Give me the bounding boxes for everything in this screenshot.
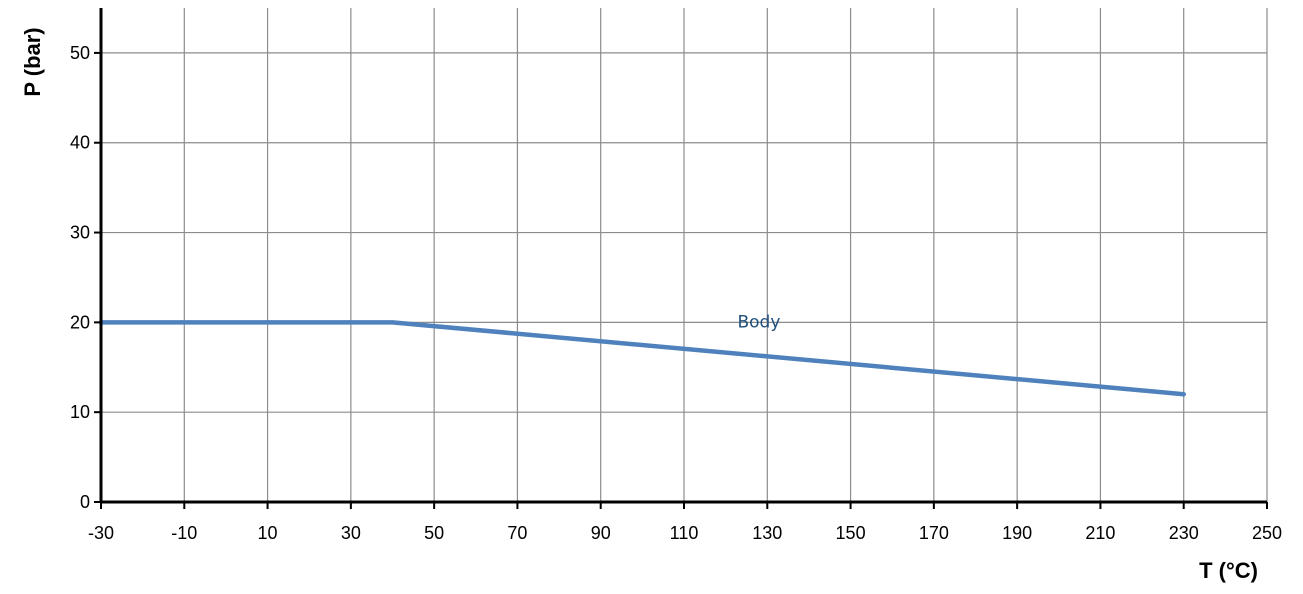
- y-tick-label: 30: [70, 223, 90, 243]
- x-tick-label: -30: [88, 523, 114, 543]
- series-point: [390, 320, 395, 325]
- x-tick-label: 190: [1002, 523, 1032, 543]
- x-axis-title: T (°C): [1199, 558, 1258, 583]
- y-tick-label: 10: [70, 402, 90, 422]
- x-tick-label: 230: [1169, 523, 1199, 543]
- x-tick-label: 110: [670, 523, 699, 543]
- series-line-body: [98, 320, 1186, 397]
- y-tick-label: 40: [70, 133, 90, 153]
- y-tick-label: 20: [70, 312, 90, 332]
- series-label-body: Body: [737, 312, 780, 332]
- x-tick-label: 50: [424, 523, 444, 543]
- x-tick-label: 170: [919, 523, 949, 543]
- x-tick-label: -10: [171, 523, 197, 543]
- y-tick-label: 0: [80, 492, 90, 512]
- x-tick-label: 150: [836, 523, 866, 543]
- x-tick-label: 130: [752, 523, 782, 543]
- series-layer: [98, 320, 1186, 397]
- series-point: [1181, 392, 1186, 397]
- y-axis-title: P (bar): [20, 27, 45, 96]
- x-tick-label: 90: [591, 523, 611, 543]
- vertical-gridlines: [183, 8, 1268, 502]
- x-tick-label: 30: [341, 523, 361, 543]
- x-tick-label: 70: [507, 523, 527, 543]
- y-tick-label: 50: [70, 43, 90, 63]
- x-tick-label: 10: [258, 523, 278, 543]
- axes: [94, 8, 1268, 509]
- x-tick-labels: -30 -10 10 30 50 70 90 110 130 150 170 190 210 230 250: [88, 523, 1282, 543]
- annotations: Body: [737, 312, 780, 332]
- x-tick-label: 250: [1252, 523, 1282, 543]
- x-tick-label: 210: [1085, 523, 1115, 543]
- horizontal-gridlines: [101, 52, 1267, 413]
- y-tick-labels: 0 10 20 30 40 50: [70, 43, 90, 512]
